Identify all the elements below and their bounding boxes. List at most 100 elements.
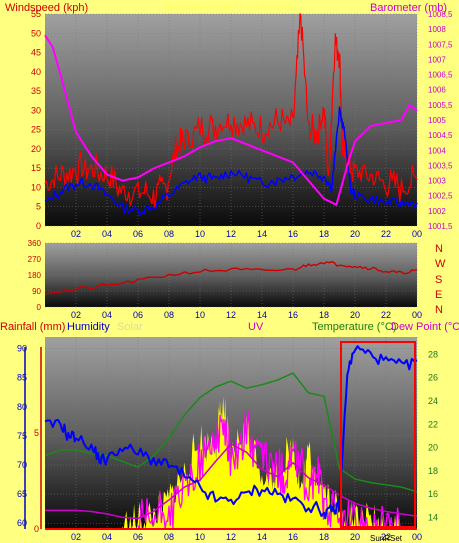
humidity-y-tick-label: 60 [17, 518, 27, 528]
baro-y-tick-label: 1001,5 [428, 222, 453, 231]
baro-y-tick-label: 1007 [428, 55, 446, 64]
wind-y-tick-label: 25 [31, 125, 41, 135]
direction-x-tick-label: 22 [381, 310, 391, 320]
direction-x-tick-label: 20 [350, 310, 360, 320]
direction-y-tick-label: 360 [28, 239, 42, 248]
baro-y-tick-label: 1004,5 [428, 131, 453, 140]
direction-x-tick-label: 04 [102, 310, 112, 320]
temp-x-tick-label: 00 [412, 532, 422, 542]
wind-x-tick-label: 22 [381, 229, 391, 239]
humidity-legend: Humidity [67, 321, 110, 333]
direction-x-tick-label: 02 [71, 310, 81, 320]
humidity-y-tick-label: 70 [17, 460, 27, 470]
baro-y-tick-label: 1004 [428, 146, 446, 155]
wind-x-tick-label: 10 [195, 229, 205, 239]
direction-x-tick-label: 06 [133, 310, 143, 320]
wind-x-tick-label: 16 [288, 229, 298, 239]
temperature-y-tick-label: 20 [428, 443, 438, 453]
dewpoint-line [45, 443, 418, 520]
rainfall-legend: Rainfall (mm) [0, 321, 65, 333]
temp-x-tick-label: 04 [102, 532, 112, 542]
baro-y-tick-label: 1005,5 [428, 101, 453, 110]
barometer-legend: Barometer (mb) [370, 2, 447, 14]
temperature-y-tick-label: 18 [428, 466, 438, 476]
uv-line [137, 409, 402, 530]
wind-y-tick-label: 50 [31, 28, 41, 38]
wind-y-tick-label: 10 [31, 182, 41, 192]
wind-x-tick-label: 00 [412, 229, 422, 239]
compass-n-bottom: N [435, 304, 443, 316]
humidity-y-tick-label: 80 [17, 402, 27, 412]
wind-x-tick-label: 02 [71, 229, 81, 239]
direction-x-tick-label: 18 [319, 310, 329, 320]
temp-x-tick-label: 10 [195, 532, 205, 542]
wind-x-tick-label: 18 [319, 229, 329, 239]
baro-y-tick-label: 1007,5 [428, 40, 453, 49]
temperature-y-tick-label: 26 [428, 373, 438, 383]
compass-n-top: N [435, 243, 443, 255]
wind-y-tick-label: 20 [31, 144, 41, 154]
wind-x-tick-label: 20 [350, 229, 360, 239]
direction-y-tick-label: 270 [28, 255, 42, 264]
windspeed-legend: Windspeed (kph) [5, 2, 88, 14]
temp-x-tick-label: 06 [133, 532, 143, 542]
temperature-y-tick-label: 22 [428, 419, 438, 429]
wind-y-tick-label: 0 [36, 221, 41, 231]
direction-y-tick-label: 0 [37, 303, 42, 312]
wind-y-tick-label: 30 [31, 105, 41, 115]
wind-x-tick-label: 14 [257, 229, 267, 239]
direction-x-tick-label: 08 [164, 310, 174, 320]
temperature-legend: Temperature (°C) [312, 321, 396, 333]
humidity-y-tick-label: 75 [17, 431, 27, 441]
chart-title: Weather graph for 01/09/2024 [165, 2, 299, 13]
baro-y-tick-label: 1005 [428, 116, 446, 125]
solar-area [122, 396, 402, 529]
temp-x-tick-label: 18 [319, 532, 329, 542]
baro-y-tick-label: 1006 [428, 86, 446, 95]
temp-x-tick-label: 22 [381, 532, 391, 542]
wind-x-tick-label: 06 [133, 229, 143, 239]
compass-s: S [435, 274, 442, 286]
temp-x-tick-label: 08 [164, 532, 174, 542]
temp-x-tick-label: 16 [288, 532, 298, 542]
baro-y-tick-label: 1006,5 [428, 71, 453, 80]
highlight-box [340, 341, 416, 528]
wind-y-tick-label: 55 [31, 9, 41, 19]
wind-x-tick-label: 04 [102, 229, 112, 239]
temperature-y-tick-label: 24 [428, 396, 438, 406]
barometer-line [44, 34, 418, 206]
direction-x-tick-label: 14 [257, 310, 267, 320]
humidity-y-tick-label: 85 [17, 373, 27, 383]
temperature-line [44, 372, 418, 493]
baro-y-tick-label: 1002,5 [428, 192, 453, 201]
baro-y-tick-label: 1003 [428, 177, 446, 186]
wind-x-tick-label: 08 [164, 229, 174, 239]
direction-x-tick-label: 12 [226, 310, 236, 320]
direction-x-tick-label: 16 [288, 310, 298, 320]
direction-y-tick-label: 180 [28, 271, 42, 280]
temp-x-tick-label: 14 [257, 532, 267, 542]
baro-y-tick-label: 1008 [428, 25, 446, 34]
solar-legend: Solar [117, 321, 143, 333]
temperature-y-tick-label: 16 [428, 489, 438, 499]
rain-y-tick-label: 0 [34, 524, 39, 534]
direction-y-tick-label: 90 [32, 287, 41, 296]
dewpoint-legend: Dew Point (°C) [391, 321, 459, 333]
wind-y-tick-label: 45 [31, 48, 41, 58]
wind-avg-line [44, 106, 418, 217]
compass-e: E [435, 289, 442, 301]
temperature-y-tick-label: 28 [428, 349, 438, 359]
temperature-y-tick-label: 14 [428, 512, 438, 522]
humidity-line [44, 345, 418, 520]
humidity-y-tick-label: 90 [17, 344, 27, 354]
wind-y-tick-label: 35 [31, 86, 41, 96]
baro-y-tick-label: 1008,5 [428, 10, 453, 19]
temp-x-tick-label: 20 [350, 532, 360, 542]
direction-x-tick-label: 00 [412, 310, 422, 320]
rain-y-tick-label: 5 [34, 428, 39, 438]
direction-x-tick-label: 10 [195, 310, 205, 320]
wind-y-tick-label: 5 [36, 202, 41, 212]
direction-line [44, 261, 418, 295]
wind-y-tick-label: 15 [31, 163, 41, 173]
